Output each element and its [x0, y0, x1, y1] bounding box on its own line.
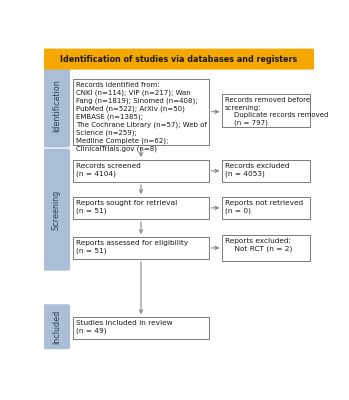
Text: Records identified from:
CNKI (n=114); VIP (n=217); Wan
Fang (n=1819); Sinomed (: Records identified from: CNKI (n=114); V… [76, 82, 207, 152]
Text: Reports not retrieved
(n = 0): Reports not retrieved (n = 0) [225, 200, 303, 214]
Text: Reports sought for retrieval
(n = 51): Reports sought for retrieval (n = 51) [76, 200, 177, 214]
Text: Records excluded
(n = 4053): Records excluded (n = 4053) [225, 163, 289, 177]
FancyBboxPatch shape [73, 237, 209, 259]
Text: Screening: Screening [52, 190, 61, 230]
FancyBboxPatch shape [222, 160, 310, 182]
FancyBboxPatch shape [73, 317, 209, 339]
FancyBboxPatch shape [73, 197, 209, 219]
FancyBboxPatch shape [73, 79, 209, 145]
FancyBboxPatch shape [43, 304, 70, 349]
FancyBboxPatch shape [222, 235, 310, 261]
Text: Included: Included [52, 310, 61, 344]
FancyBboxPatch shape [43, 64, 70, 148]
Text: Records removed before
screening:
    Duplicate records removed
    (n = 797): Records removed before screening: Duplic… [225, 97, 328, 126]
FancyBboxPatch shape [222, 197, 310, 219]
FancyBboxPatch shape [43, 149, 70, 271]
FancyBboxPatch shape [73, 160, 209, 182]
Text: Reports excluded:
    Not RCT (n = 2): Reports excluded: Not RCT (n = 2) [225, 238, 292, 252]
Text: Identification of studies via databases and registers: Identification of studies via databases … [60, 54, 297, 64]
FancyBboxPatch shape [43, 49, 315, 70]
Text: Identification: Identification [52, 79, 61, 132]
FancyBboxPatch shape [222, 94, 310, 126]
Text: Studies included in review
(n = 49): Studies included in review (n = 49) [76, 320, 173, 334]
Text: Records screened
(n = 4104): Records screened (n = 4104) [76, 163, 141, 177]
Text: Reports assessed for eligibility
(n = 51): Reports assessed for eligibility (n = 51… [76, 240, 188, 254]
